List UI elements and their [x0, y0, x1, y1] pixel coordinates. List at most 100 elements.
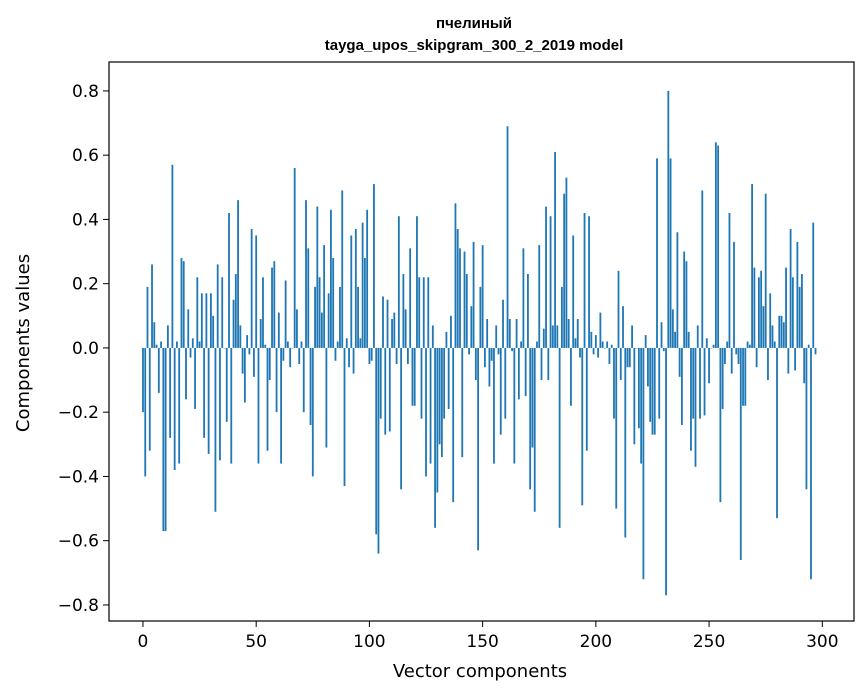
bar-43 [239, 325, 242, 348]
bar-253 [714, 142, 717, 348]
bar-39 [230, 347, 233, 464]
bar-225 [651, 347, 654, 435]
bar-291 [801, 274, 803, 348]
x-tick-label-300: 300 [806, 632, 838, 652]
bar-19 [185, 347, 187, 400]
bar-179 [547, 347, 550, 381]
bar-67 [293, 168, 296, 348]
bar-246 [699, 347, 701, 419]
bar-263 [737, 347, 740, 364]
bar-25 [198, 341, 201, 348]
bar-280 [776, 347, 778, 519]
bar-200 [594, 335, 597, 348]
bar-45 [243, 347, 246, 403]
bar-18 [182, 261, 185, 348]
bar-187 [565, 177, 568, 348]
bar-122 [418, 277, 421, 348]
bar-241 [687, 331, 690, 348]
bar-57 [271, 267, 273, 348]
bar-22 [191, 338, 194, 348]
bar-106 [382, 296, 384, 348]
bar-277 [769, 293, 772, 348]
bar-230 [662, 347, 665, 352]
bar-216 [631, 325, 633, 348]
bar-33 [216, 264, 219, 348]
bar-17 [180, 257, 183, 348]
bar-210 [617, 270, 620, 348]
bar-163 [511, 347, 513, 352]
bar-251 [710, 347, 713, 349]
axis-ticks-group: 0 50 100 150 200 250 300 −0.8 −0.6 −0.4 −0.2 0.0 0.2… [58, 82, 839, 652]
bar-6 [155, 344, 158, 348]
x-tick-label-0: 0 [138, 632, 149, 652]
bar-272 [757, 277, 760, 348]
bar-44 [241, 347, 244, 374]
bar-157 [497, 347, 500, 355]
bar-171 [529, 347, 532, 490]
bar-3 [148, 347, 151, 451]
bar-88 [341, 190, 344, 348]
bar-110 [391, 319, 393, 348]
bar-267 [746, 341, 749, 348]
bar-76 [314, 286, 316, 348]
bar-284 [785, 267, 787, 348]
bar-293 [805, 347, 808, 490]
bar-35 [221, 277, 224, 348]
bar-50 [255, 235, 258, 348]
bar-86 [336, 341, 339, 348]
bar-58 [273, 261, 276, 348]
bar-244 [694, 347, 697, 467]
bar-204 [604, 347, 606, 349]
bar-177 [542, 328, 545, 348]
bar-28 [205, 293, 208, 348]
bar-256 [721, 347, 724, 409]
bar-54 [264, 344, 267, 348]
bar-132 [440, 347, 443, 458]
bar-174 [536, 341, 538, 348]
bar-147 [474, 347, 477, 381]
bar-115 [402, 274, 405, 348]
bar-165 [515, 319, 518, 348]
bar-80 [323, 245, 326, 348]
bar-181 [551, 325, 554, 348]
bar-120 [413, 347, 416, 406]
bar-286 [789, 229, 792, 348]
y-tick-label-1: −0.6 [58, 532, 99, 552]
bar-205 [606, 341, 609, 348]
bar-223 [647, 347, 649, 387]
bar-31 [212, 315, 215, 348]
bar-248 [703, 347, 706, 416]
bar-206 [608, 347, 611, 364]
bar-130 [436, 347, 439, 493]
bar-111 [393, 312, 396, 348]
bar-48 [250, 229, 253, 348]
bar-269 [751, 184, 753, 348]
bar-142 [463, 251, 466, 348]
bar-26 [200, 293, 203, 348]
bar-119 [411, 347, 414, 406]
bar-24 [196, 277, 199, 348]
bar-103 [375, 347, 378, 535]
bar-129 [434, 347, 436, 528]
bar-158 [499, 347, 502, 435]
bar-5 [153, 322, 156, 348]
bar-215 [628, 347, 631, 368]
bar-27 [203, 347, 206, 438]
bar-288 [794, 347, 797, 371]
bar-99 [366, 209, 369, 348]
bar-108 [386, 299, 389, 348]
bar-101 [370, 347, 373, 361]
bar-152 [486, 319, 489, 348]
bar-228 [658, 347, 661, 419]
bar-116 [404, 309, 407, 348]
bar-271 [755, 347, 758, 368]
bar-168 [522, 248, 525, 348]
bar-97 [361, 222, 364, 348]
bar-79 [320, 312, 323, 348]
y-tick-label-8: 0.8 [72, 82, 99, 102]
bar-191 [574, 338, 577, 348]
bar-135 [447, 347, 450, 409]
bar-156 [495, 325, 498, 348]
bar-65 [289, 347, 292, 368]
bar-237 [678, 347, 681, 377]
